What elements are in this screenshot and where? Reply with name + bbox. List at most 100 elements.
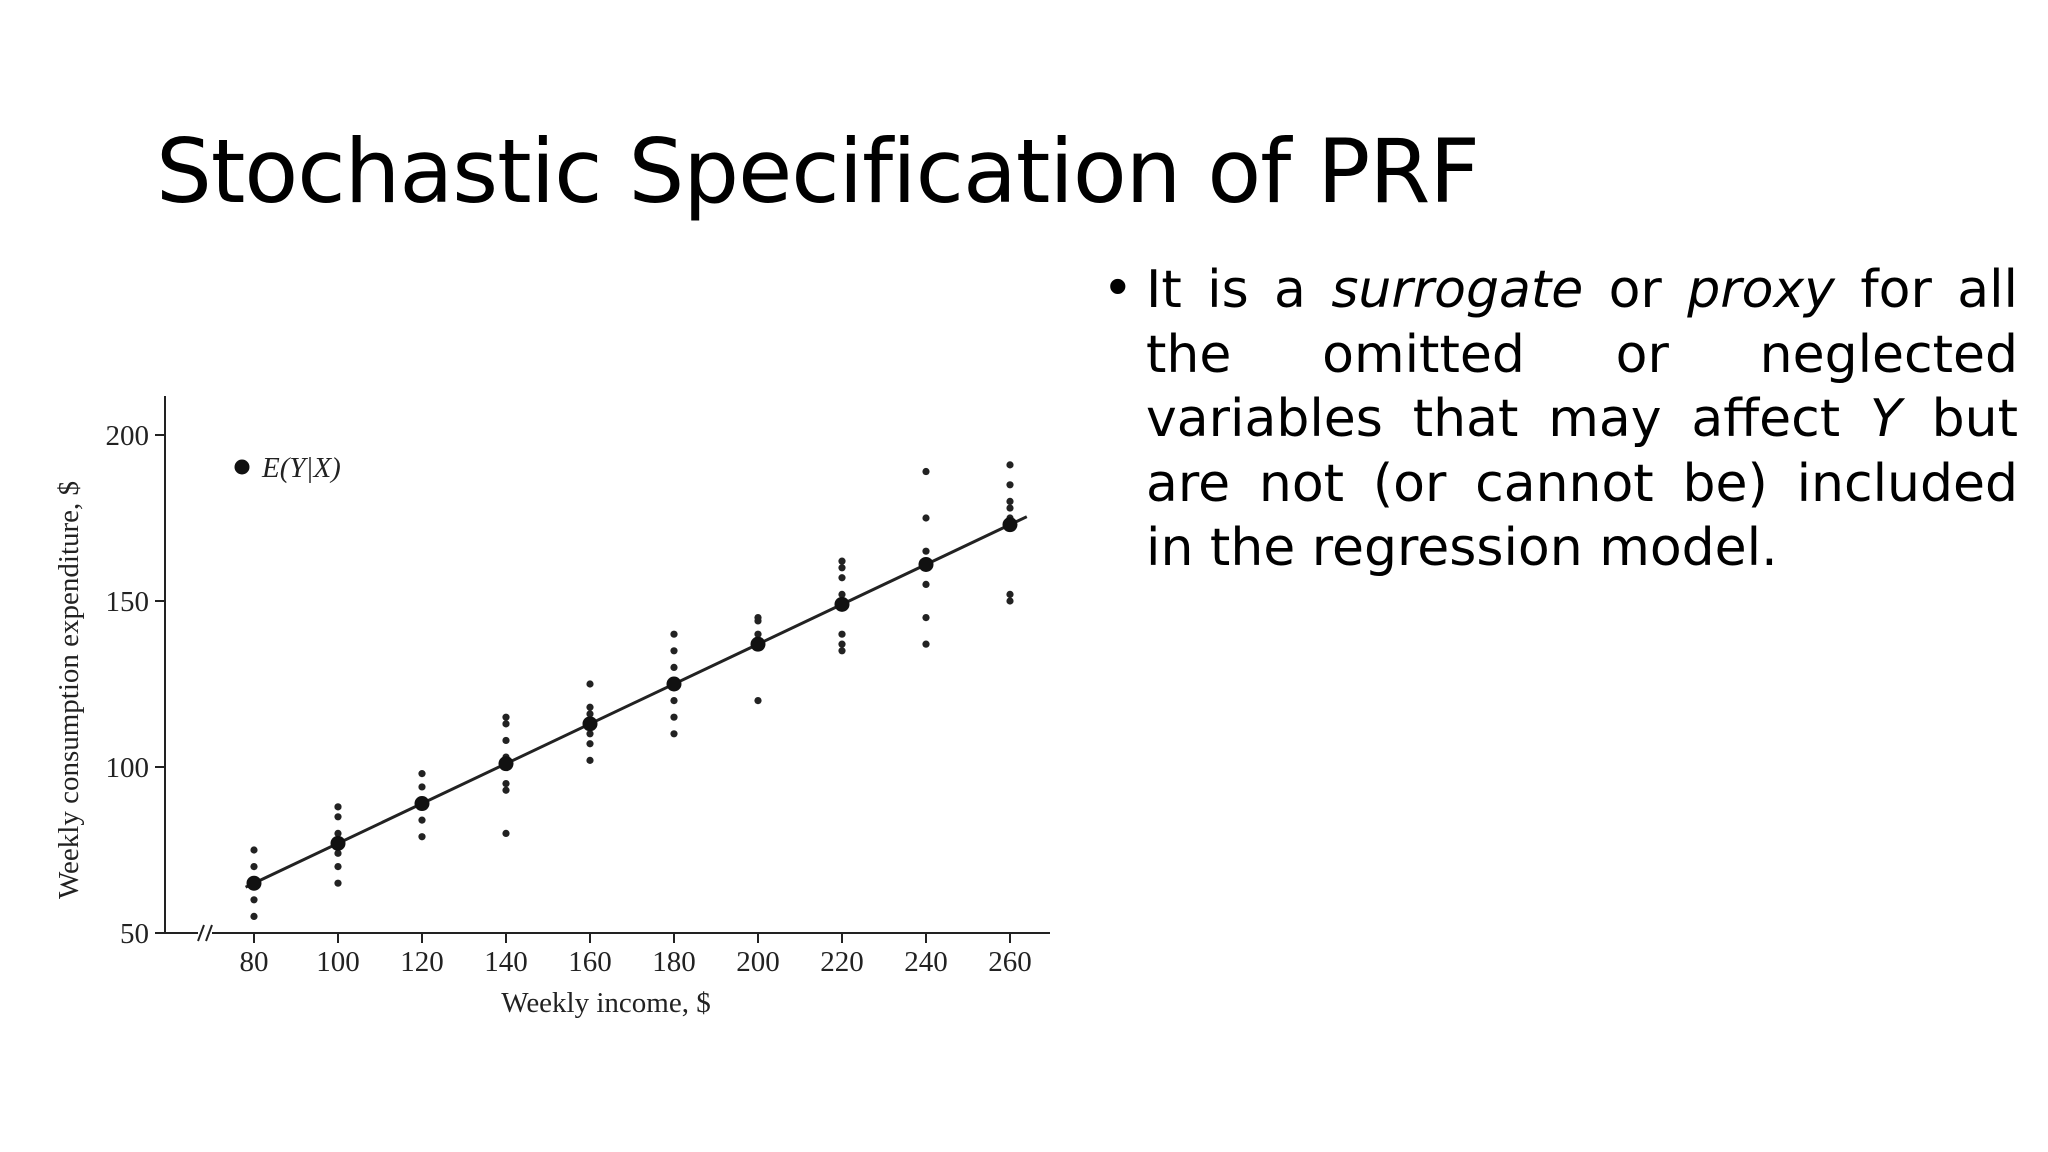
- observation-point: [838, 564, 846, 572]
- observation-point: [670, 713, 678, 721]
- observation-point: [838, 630, 846, 638]
- observation-point: [418, 783, 426, 791]
- x-tick-label: 140: [484, 946, 528, 978]
- observation-point: [586, 756, 594, 764]
- bullet-segment: surrogate: [1331, 260, 1584, 320]
- conditional-mean-point: [666, 676, 682, 692]
- x-axis-label: Weekly income, $: [501, 987, 710, 1019]
- conditional-mean-point: [330, 835, 346, 851]
- observation-point: [838, 590, 846, 598]
- axis-break-mark: [197, 924, 213, 942]
- observation-point: [334, 879, 342, 887]
- observation-point: [922, 640, 930, 648]
- observation-point: [502, 713, 510, 721]
- observation-point: [586, 680, 594, 688]
- observation-point: [1006, 597, 1014, 605]
- observation-point: [754, 697, 762, 705]
- conditional-mean-point: [414, 796, 430, 812]
- bullet-text: It is a surrogate or proxy for all the o…: [1146, 258, 2018, 581]
- bullet-point: • It is a surrogate or proxy for all the…: [1108, 254, 2018, 581]
- x-tick-label: 120: [400, 946, 444, 978]
- bullet-segment: or: [1583, 260, 1688, 320]
- observation-point: [1006, 504, 1014, 512]
- bullet-segment: for all the omitted or neglected variabl…: [1146, 260, 2018, 449]
- x-tick-label: 160: [568, 946, 612, 978]
- observation-point: [250, 846, 258, 854]
- observation-point: [670, 663, 678, 671]
- conditional-mean-point: [918, 556, 934, 572]
- observation-point: [922, 614, 930, 622]
- x-tick-label: 200: [736, 946, 780, 978]
- observation-point: [754, 614, 762, 622]
- observation-point: [838, 574, 846, 582]
- observation-point: [1006, 461, 1014, 469]
- observation-point: [838, 647, 846, 655]
- observation-point: [922, 467, 930, 476]
- chart-legend: E(Y|X): [234, 452, 341, 484]
- observation-point: [334, 829, 342, 837]
- observation-point: [418, 770, 426, 778]
- chart-ticks: 80 100 120 140 160 180 200 220 240 260 50 100 150 200: [106, 420, 1032, 978]
- observation-point: [502, 780, 510, 788]
- observation-point: [670, 730, 678, 738]
- x-tick-label: 180: [652, 946, 696, 978]
- bullet-segment: proxy: [1687, 260, 1835, 320]
- observation-point: [1006, 590, 1014, 598]
- observation-point: [1006, 481, 1014, 489]
- conditional-mean-point: [582, 716, 598, 732]
- observation-point: [334, 803, 342, 811]
- chart-marks: [244, 461, 1028, 921]
- observation-point: [838, 557, 846, 565]
- chart-axes: [164, 396, 1050, 942]
- observation-point: [334, 849, 342, 857]
- observation-point: [922, 514, 930, 522]
- observation-point: [502, 786, 510, 794]
- observation-point: [418, 816, 426, 824]
- observation-point: [586, 740, 594, 748]
- x-tick-label: 220: [820, 946, 864, 978]
- observation-point: [334, 813, 342, 821]
- y-tick-label: 100: [106, 752, 150, 784]
- observation-point: [586, 710, 594, 718]
- observation-point: [250, 912, 258, 921]
- observation-point: [922, 580, 930, 588]
- observation-point: [502, 829, 510, 837]
- conditional-mean-point: [246, 875, 262, 891]
- slide-title: Stochastic Specification of PRF: [156, 120, 1480, 223]
- conditional-mean-point: [834, 596, 850, 612]
- observation-point: [334, 863, 342, 871]
- x-tick-label: 260: [988, 946, 1032, 978]
- observation-point: [586, 703, 594, 711]
- scatter-chart: 80 100 120 140 160 180 200 220 240 260 50 100 150 200…: [53, 396, 1050, 1019]
- bullet-marker: •: [1108, 254, 1128, 317]
- observation-point: [754, 630, 762, 638]
- observation-point: [670, 647, 678, 655]
- observation-point: [502, 720, 510, 728]
- observation-point: [670, 697, 678, 705]
- conditional-mean-point: [750, 636, 766, 652]
- legend-marker: [234, 459, 250, 475]
- observation-point: [1006, 497, 1014, 505]
- observation-point: [250, 896, 258, 904]
- legend-label: E(Y|X): [261, 452, 341, 484]
- observation-point: [502, 736, 510, 745]
- observation-point: [922, 547, 930, 555]
- bullet-segment: Y: [1869, 389, 1902, 449]
- bullet-segment: It is a: [1146, 260, 1332, 320]
- x-tick-label: 240: [904, 946, 948, 978]
- y-tick-label: 200: [106, 420, 150, 452]
- observation-point: [838, 640, 846, 648]
- y-tick-label: 50: [120, 918, 149, 950]
- observation-point: [250, 863, 258, 871]
- observation-point: [670, 630, 678, 638]
- bullet-segment: but are not (or cannot be) included in t…: [1146, 389, 2018, 578]
- y-axis-label: Weekly consumption expenditure, $: [53, 481, 85, 899]
- observation-point: [586, 730, 594, 738]
- y-tick-label: 150: [106, 586, 150, 618]
- x-tick-label: 100: [316, 946, 360, 978]
- x-tick-label: 80: [240, 946, 269, 978]
- conditional-mean-point: [1002, 517, 1018, 533]
- conditional-mean-point: [498, 756, 514, 772]
- regression-line: [244, 515, 1028, 889]
- observation-point: [418, 833, 426, 841]
